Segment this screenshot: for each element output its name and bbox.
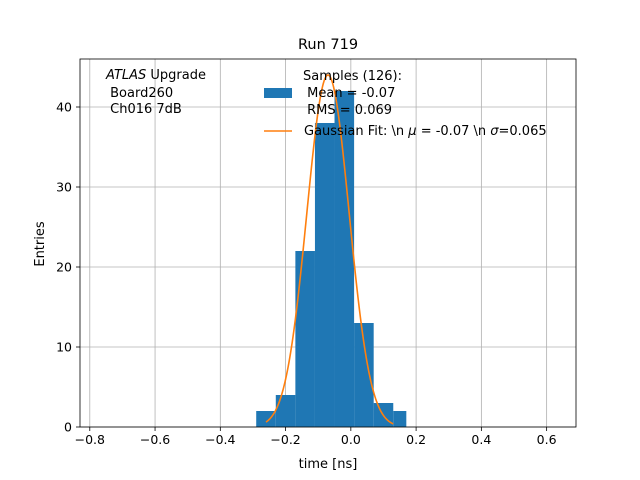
x-axis-ticks: −0.8 −0.6 −0.4 −0.2 0.0 0.2 0.4 0.6 [75, 427, 557, 447]
annotation-atlas-italic: ATLAS [105, 68, 146, 83]
histogram-bar [295, 251, 315, 427]
legend-fit-label: Gaussian Fit: \n μ = -0.07 \n σ=0.065 [304, 124, 547, 139]
y-tick-label: 40 [56, 100, 72, 115]
x-tick-label: −0.6 [140, 432, 170, 447]
histogram-bar [256, 411, 276, 427]
histogram-bar [275, 395, 296, 427]
gaussian-fit-curve [265, 74, 394, 425]
histogram-bar [334, 91, 355, 427]
y-axis-label: Entries [33, 221, 48, 267]
annotation-board: Board260 [106, 86, 173, 101]
x-tick-label: −0.4 [205, 432, 235, 447]
legend-hist-swatch [264, 88, 292, 98]
legend-hist-line-1: Samples (126): [303, 69, 402, 84]
x-tick-label: 0.0 [341, 432, 361, 447]
y-tick-label: 0 [64, 420, 72, 435]
y-tick-label: 20 [56, 260, 72, 275]
y-axis-ticks: 0 10 20 30 40 [56, 100, 80, 435]
y-tick-label: 10 [56, 340, 72, 355]
annotation-channel: Ch016 7dB [106, 102, 182, 117]
y-tick-label: 30 [56, 180, 72, 195]
x-tick-label: −0.2 [270, 432, 300, 447]
svg-text:ATLAS Upgrade: ATLAS Upgrade [105, 68, 206, 83]
plot-frame [79, 58, 577, 428]
histogram-bars [256, 91, 407, 427]
gaussian-fit-line [265, 74, 394, 425]
chart-title: Run 719 [298, 37, 358, 53]
legend-hist-line-3: RMS = 0.069 [303, 103, 392, 118]
x-tick-label: 0.4 [471, 432, 491, 447]
x-tick-label: 0.2 [406, 432, 426, 447]
legend-hist-line-2: Mean = -0.07 [303, 86, 395, 101]
histogram-bar [393, 411, 407, 427]
x-axis-label: time [ns] [299, 457, 358, 472]
legend: Samples (126): Mean = -0.07 RMS = 0.069 … [264, 69, 547, 139]
x-tick-label: −0.8 [75, 432, 105, 447]
atlas-annotation: ATLAS Upgrade Board260 Ch016 7dB [105, 68, 206, 117]
x-tick-label: 0.6 [537, 432, 557, 447]
annotation-upgrade: Upgrade [146, 68, 206, 83]
histogram-bar [314, 123, 335, 427]
histogram-bar [354, 323, 374, 427]
